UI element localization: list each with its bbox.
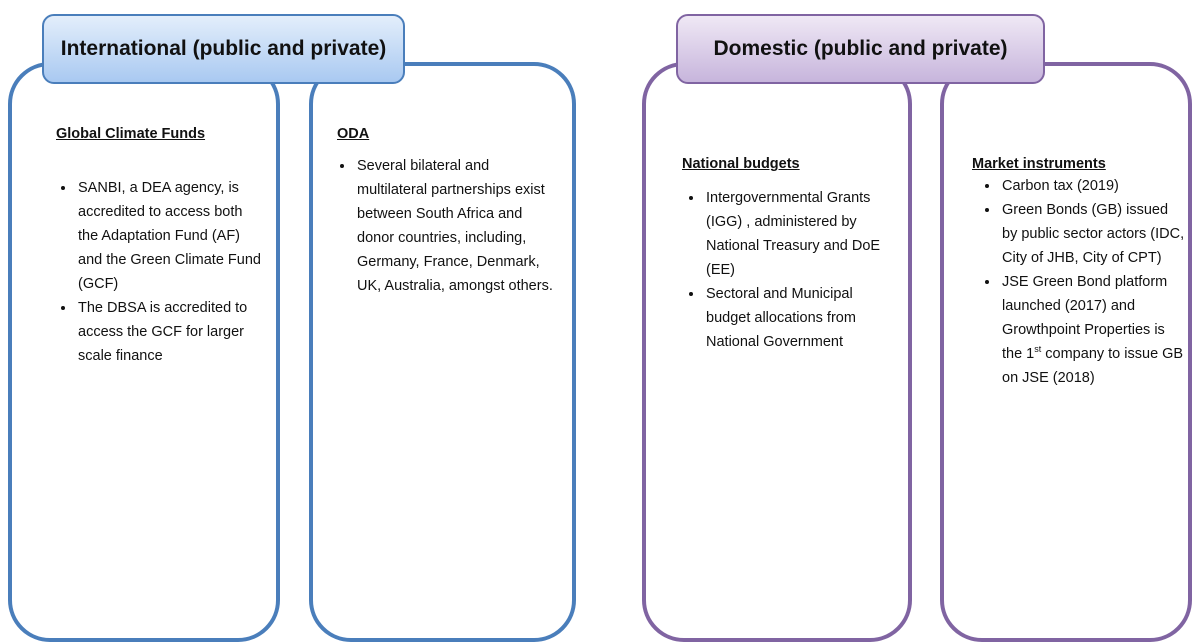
bullet-item: Sectoral and Municipal budget allocation… (704, 282, 894, 354)
superscript: st (1034, 344, 1042, 355)
bullet-list: Intergovernmental Grants (IGG) , adminis… (686, 186, 894, 354)
page: Global Climate Funds SANBI, a DEA agency,… (0, 0, 1192, 585)
bullet-item: Green Bonds (GB) issued by public sector… (1000, 198, 1185, 270)
column-heading: Global Climate Funds (56, 126, 206, 142)
column-heading: National budgets (682, 156, 800, 172)
bullet-item: JSE Green Bond platform launched (2017) … (1000, 270, 1185, 390)
bullet-list: Carbon tax (2019) Green Bonds (GB) issued… (982, 174, 1185, 390)
bullet-list: Several bilateral and multilateral partn… (337, 154, 560, 298)
bullet-text: Sectoral and Municipal budget allocation… (706, 286, 856, 350)
group-header: Domestic (public and private) (676, 14, 1045, 84)
column-box: ODA Several bilateral and multilateral pa… (309, 62, 576, 642)
bullet-item: Carbon tax (2019) (1000, 174, 1185, 198)
bullet-list: SANBI, a DEA agency, is accredited to ac… (58, 176, 266, 368)
column-heading: ODA (337, 126, 370, 142)
bullet-text: Green Bonds (GB) issued by public sector… (1002, 202, 1185, 266)
bullet-item: Several bilateral and multilateral partn… (355, 154, 560, 298)
column-box: Global Climate Funds SANBI, a DEA agency,… (8, 62, 280, 642)
bullet-text: company to issue GB on JSE (2018) (1002, 346, 1184, 386)
bullet-item: The DBSA is accredited to access the GCF… (76, 296, 266, 368)
column-box: Market instruments Carbon tax (2019) Green… (940, 62, 1192, 642)
bullet-text: Intergovernmental Grants (IGG) , adminis… (706, 190, 881, 278)
bullet-item: SANBI, a DEA agency, is accredited to ac… (76, 176, 266, 296)
group-header: International (public and private) (42, 14, 405, 84)
column-heading: Market instruments (972, 156, 1106, 172)
bullet-text: Several bilateral and multilateral partn… (357, 158, 553, 294)
bullet-text: The DBSA is accredited to access the GCF… (78, 300, 248, 364)
bullet-item: Intergovernmental Grants (IGG) , adminis… (704, 186, 894, 282)
bullet-text: Carbon tax (2019) (1002, 178, 1119, 194)
bullet-text: JSE Green Bond platform launched (2017) … (1002, 274, 1168, 362)
bullet-text: SANBI, a DEA agency, is accredited to ac… (78, 180, 261, 292)
column-box: National budgets Intergovernmental Grants… (642, 62, 912, 642)
